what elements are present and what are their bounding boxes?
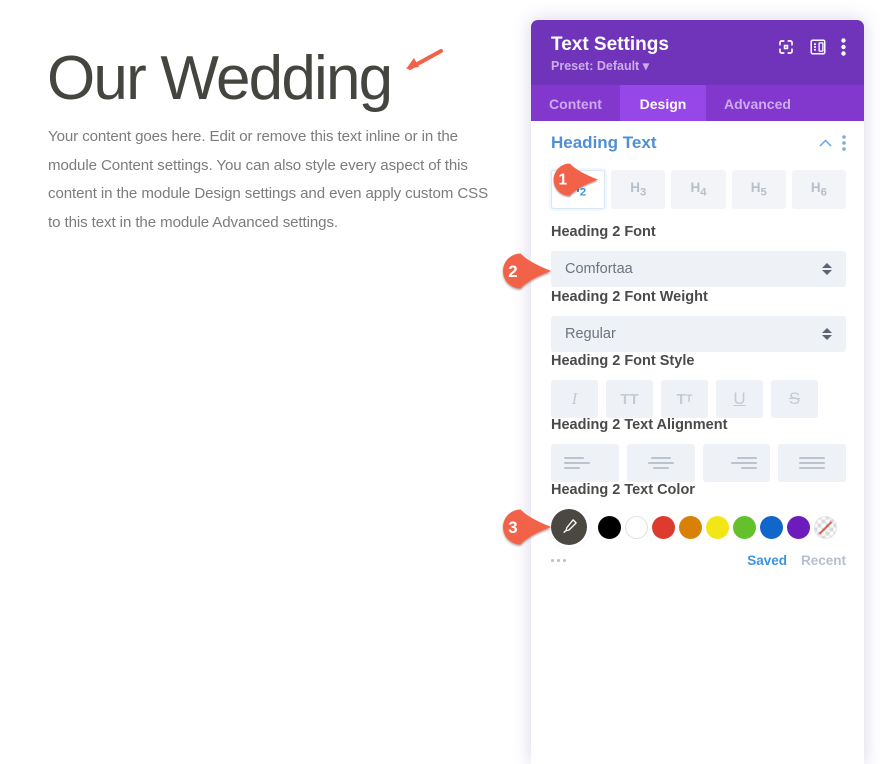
svg-text:1: 1 [558, 172, 567, 189]
svg-text:3: 3 [508, 518, 517, 537]
svg-text:2: 2 [508, 262, 517, 281]
